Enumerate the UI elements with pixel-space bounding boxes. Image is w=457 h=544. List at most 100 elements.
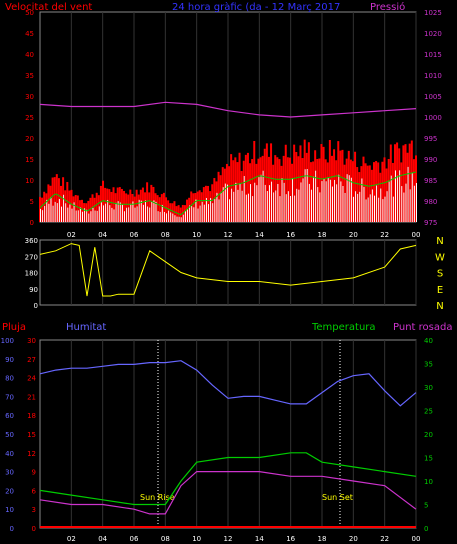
pressure-tick-label: 1010 <box>424 72 442 80</box>
hour-tick-label: 18 <box>318 231 327 239</box>
wind-speed-tick-label: 5 <box>30 198 34 206</box>
pressure-tick-label: 980 <box>424 198 437 206</box>
humidity-tick-label: 0 <box>10 525 14 533</box>
pressure-tick-label: 1005 <box>424 93 442 101</box>
hour-tick-label: 08 <box>161 535 170 543</box>
humidity-tick-label: 70 <box>5 393 14 401</box>
dewpoint-label: Punt rosada <box>393 322 452 333</box>
wind-average-line <box>39 171 417 216</box>
temperature-line <box>39 452 417 506</box>
wind-speed-tick-label: 45 <box>25 30 34 38</box>
rain-tick-label: 9 <box>32 469 36 477</box>
sunrise-label: Sun Rise <box>140 493 175 502</box>
hour-tick-label: 00 <box>412 535 421 543</box>
wind-speed-tick-label: 30 <box>25 93 34 101</box>
direction-tick-label: 270 <box>25 253 38 261</box>
humidity-tick-label: 80 <box>5 375 14 383</box>
hour-tick-label: 02 <box>67 535 76 543</box>
temperature-tick-label: 15 <box>424 455 433 463</box>
humidity-tick-label: 50 <box>5 431 14 439</box>
humidity-tick-label: 100 <box>1 337 14 345</box>
rain-label: Pluja <box>2 322 26 333</box>
humidity-tick-label: 20 <box>5 487 14 495</box>
hour-tick-label: 06 <box>130 535 139 543</box>
wind-pressure-panel: Velocitat del vent 24 hora gràfic (da - … <box>5 1 442 239</box>
hour-tick-label: 10 <box>192 231 201 239</box>
compass-label: E <box>437 285 443 296</box>
hour-tick-label: 16 <box>286 231 295 239</box>
compass-label: N <box>436 301 443 312</box>
hour-tick-label: 06 <box>130 231 139 239</box>
pressure-label: Pressió <box>370 1 405 13</box>
temperature-tick-label: 30 <box>424 384 433 392</box>
compass-label: N <box>436 236 443 247</box>
temperature-tick-label: 5 <box>424 502 428 510</box>
humidity-label: Humitat <box>66 322 106 333</box>
chart-title: 24 hora gràfic (da - 12 Març 2017 <box>172 1 340 13</box>
hour-tick-label: 16 <box>286 535 295 543</box>
direction-tick-label: 90 <box>29 286 38 294</box>
pressure-tick-label: 1015 <box>424 51 442 59</box>
humidity-tick-label: 60 <box>5 412 14 420</box>
temperature-humidity-panel: Pluja Humitat Temperatura Punt rosada 0 1… <box>1 322 453 543</box>
wind-speed-tick-label: 40 <box>25 51 34 59</box>
wind-speed-label: Velocitat del vent <box>5 2 92 13</box>
pressure-tick-label: 1000 <box>424 114 442 122</box>
compass-label: W <box>435 252 445 263</box>
wind-speed-tick-label: 50 <box>25 9 34 17</box>
pressure-tick-label: 990 <box>424 156 437 164</box>
humidity-tick-label: 90 <box>5 356 14 364</box>
pressure-tick-label: 1025 <box>424 9 442 17</box>
temperature-tick-label: 40 <box>424 337 433 345</box>
dewpoint-line <box>39 471 417 515</box>
hour-tick-label: 20 <box>349 535 358 543</box>
direction-tick-label: 0 <box>34 302 38 310</box>
rain-tick-label: 24 <box>27 375 36 383</box>
wind-direction-line <box>39 243 417 297</box>
pressure-tick-label: 995 <box>424 135 437 143</box>
hour-tick-label: 12 <box>224 231 233 239</box>
pressure-tick-label: 985 <box>424 177 437 185</box>
rain-tick-label: 15 <box>27 431 36 439</box>
hour-tick-label: 12 <box>224 535 233 543</box>
direction-tick-label: 360 <box>25 237 38 245</box>
hour-tick-label: 20 <box>349 231 358 239</box>
hour-tick-label: 14 <box>255 535 264 543</box>
temperature-tick-label: 25 <box>424 408 433 416</box>
wind-speed-tick-label: 10 <box>25 177 34 185</box>
humidity-tick-label: 30 <box>5 469 14 477</box>
sunset-label: Sun Set <box>322 493 353 502</box>
rain-tick-label: 21 <box>27 393 36 401</box>
hour-tick-label: 18 <box>318 535 327 543</box>
humidity-tick-label: 40 <box>5 450 14 458</box>
rain-tick-label: 18 <box>27 412 36 420</box>
humidity-line <box>39 360 417 407</box>
hour-tick-label: 22 <box>380 535 389 543</box>
rain-tick-label: 30 <box>27 337 36 345</box>
hour-tick-label: 22 <box>380 231 389 239</box>
wind-speed-tick-label: 20 <box>25 135 34 143</box>
hour-tick-label: 04 <box>98 535 107 543</box>
hour-tick-label: 10 <box>192 535 201 543</box>
temperature-label: Temperatura <box>311 322 376 333</box>
wind-speed-tick-label: 35 <box>25 72 34 80</box>
rain-tick-label: 6 <box>32 487 37 495</box>
hour-tick-label: 00 <box>412 231 421 239</box>
humidity-tick-label: 10 <box>5 506 14 514</box>
hour-tick-label: 08 <box>161 231 170 239</box>
rain-tick-label: 0 <box>32 525 36 533</box>
rain-tick-label: 12 <box>27 450 36 458</box>
wind-speed-tick-label: 15 <box>25 156 34 164</box>
wind-speed-tick-label: 0 <box>30 219 34 227</box>
compass-label: S <box>437 269 443 280</box>
temperature-tick-label: 10 <box>424 478 433 486</box>
rain-tick-label: 3 <box>32 506 36 514</box>
hour-tick-label: 04 <box>98 231 107 239</box>
rain-tick-label: 27 <box>27 356 36 364</box>
pressure-line <box>39 101 417 118</box>
temperature-tick-label: 35 <box>424 361 433 369</box>
hour-tick-label: 02 <box>67 231 76 239</box>
